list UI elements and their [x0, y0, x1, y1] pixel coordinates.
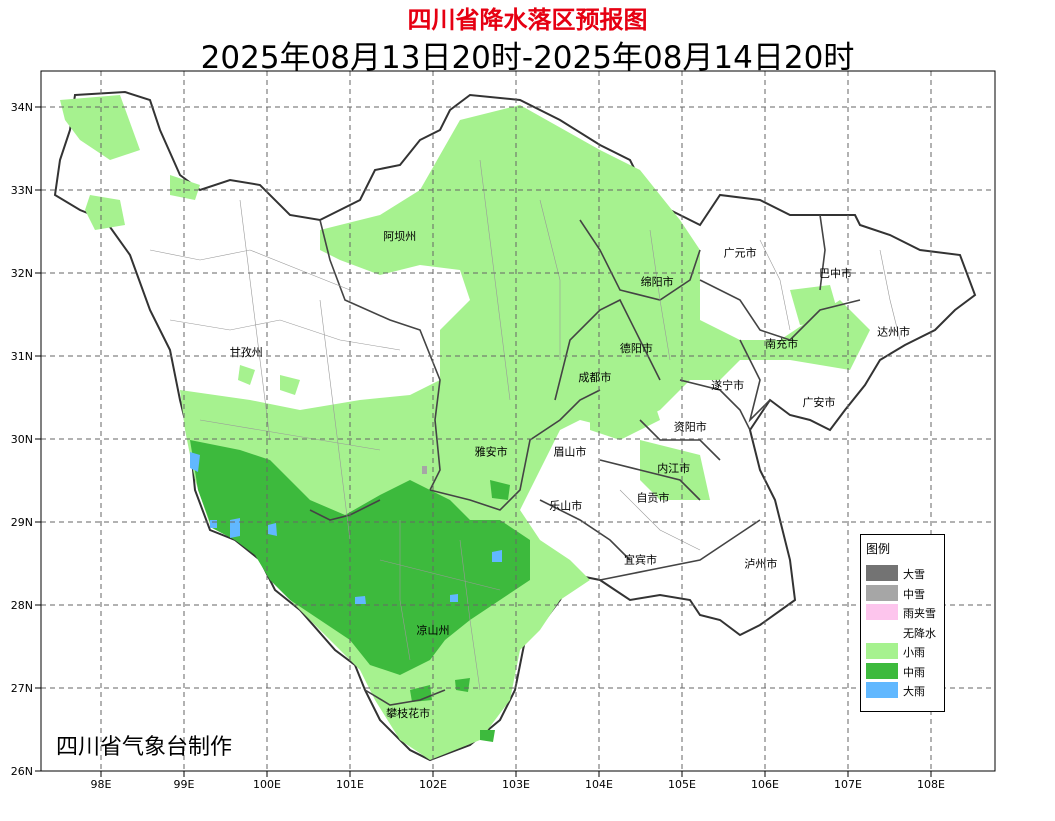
- legend-label: 中雪: [903, 587, 925, 601]
- region-label: 自贡市: [636, 490, 669, 504]
- lat-tick-label: 31N: [11, 350, 33, 363]
- lat-tick-label: 29N: [11, 516, 33, 529]
- heavy-rain-areas: [190, 452, 502, 604]
- region-label: 德阳市: [620, 341, 653, 355]
- lat-tick-label: 27N: [11, 682, 33, 695]
- region-label: 广安市: [802, 395, 835, 409]
- legend-swatch: [866, 662, 898, 679]
- lon-tick-label: 106E: [751, 778, 779, 791]
- region-label: 攀枝花市: [386, 706, 430, 720]
- legend-title: 图例: [866, 542, 891, 556]
- lon-tick-label: 99E: [174, 778, 195, 791]
- map-title: 四川省降水落区预报图: [407, 6, 648, 34]
- legend-label: 中雨: [903, 665, 925, 679]
- region-label: 甘孜州: [230, 345, 263, 359]
- region-label: 内江市: [657, 461, 690, 475]
- lon-tick-label: 102E: [419, 778, 447, 791]
- legend-swatch: [866, 623, 898, 640]
- legend-label: 大雨: [903, 685, 925, 698]
- region-label: 达州市: [877, 324, 910, 338]
- lon-tick-label: 104E: [585, 778, 613, 791]
- moderate-rain-areas: [190, 440, 530, 742]
- prefecture-boundaries: [309, 214, 861, 706]
- credit-text: 四川省气象台制作: [56, 735, 233, 760]
- region-label: 凉山州: [417, 623, 450, 637]
- region-label: 资阳市: [674, 420, 707, 434]
- snow-speck: [422, 466, 427, 474]
- legend-label: 无降水: [903, 626, 936, 640]
- lon-tick-label: 105E: [668, 778, 696, 791]
- legend-swatch: [866, 682, 898, 698]
- region-label: 阿坝州: [383, 229, 416, 243]
- region-label: 泸州市: [744, 557, 777, 571]
- legend: 图例 大雪中雪雨夹雪无降水小雨中雨大雨: [860, 534, 945, 712]
- region-label: 雅安市: [475, 445, 508, 459]
- legend-label: 小雨: [903, 646, 925, 659]
- county-boundaries: [149, 159, 901, 691]
- longitude-labels: 98E 99E 100E 101E 102E 103E 104E 105E 106E 107E 10…: [91, 778, 945, 791]
- region-label: 乐山市: [549, 499, 582, 513]
- region-label: 广元市: [724, 245, 757, 259]
- lon-tick-label: 107E: [834, 778, 862, 791]
- region-label: 成都市: [578, 370, 611, 384]
- latitude-labels: 26N 27N 28N 29N 30N 31N 32N 33N 34N: [11, 101, 33, 778]
- axis-ticks: [35, 106, 932, 777]
- legend-swatch: [866, 584, 898, 601]
- region-label: 眉山市: [553, 445, 586, 459]
- region-label: 遂宁市: [711, 378, 744, 392]
- forecast-period: 2025年08月13日20时-2025年08月14日20时: [200, 40, 855, 76]
- map-frame: [40, 70, 996, 772]
- lon-tick-label: 101E: [336, 778, 364, 791]
- legend-swatch: [866, 565, 898, 581]
- gridlines: [41, 71, 995, 771]
- region-label: 南充市: [765, 337, 798, 351]
- region-label: 宜宾市: [624, 553, 657, 567]
- lat-tick-label: 30N: [11, 433, 33, 446]
- lon-tick-label: 98E: [91, 778, 112, 791]
- region-label: 巴中市: [819, 266, 852, 280]
- lat-tick-label: 33N: [11, 184, 33, 197]
- lon-tick-label: 100E: [253, 778, 281, 791]
- legend-label: 雨夹雪: [903, 607, 936, 620]
- lon-tick-label: 108E: [917, 778, 945, 791]
- lon-tick-label: 103E: [502, 778, 530, 791]
- legend-swatch: [866, 643, 898, 659]
- legend-label: 大雪: [903, 568, 925, 581]
- legend-swatch: [866, 604, 898, 620]
- lat-tick-label: 34N: [11, 101, 33, 114]
- lat-tick-label: 28N: [11, 599, 33, 612]
- region-label: 绵阳市: [641, 274, 674, 288]
- lat-tick-label: 26N: [11, 765, 33, 778]
- lat-tick-label: 32N: [11, 267, 33, 280]
